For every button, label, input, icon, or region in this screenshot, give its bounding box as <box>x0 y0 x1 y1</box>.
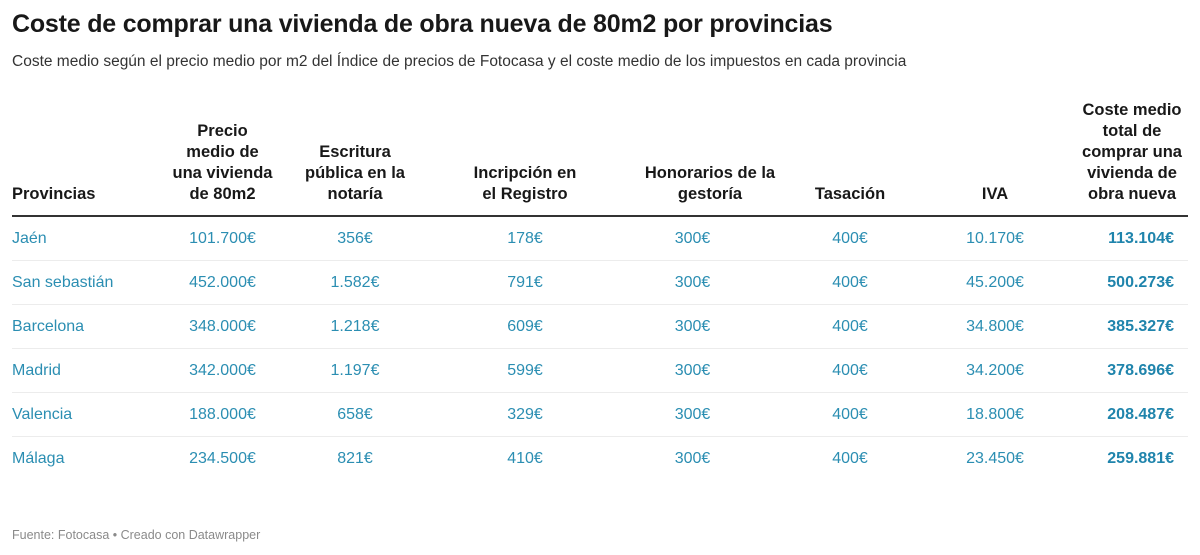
value-cell: 342.000€ <box>150 348 295 393</box>
total-cell: 378.696€ <box>1040 348 1188 393</box>
value-cell: 400€ <box>750 392 950 437</box>
value-cell: 101.700€ <box>150 216 295 261</box>
column-header-label: Tasación <box>814 185 886 203</box>
value-cell: 23.450€ <box>966 449 1024 467</box>
table-row: San sebastián 452.000€ 1.582€ 791€ 300€ 400€ 4… <box>12 260 1188 305</box>
value-cell: 410€ <box>507 449 543 467</box>
value-cell: 10.170€ <box>950 216 1040 261</box>
column-header-label: Incripción en el Registro <box>473 164 577 203</box>
value-cell: 178€ <box>415 216 635 261</box>
province-cell: San sebastián <box>12 260 150 305</box>
header-row: Provincias Precio medio de una vivienda d… <box>12 100 1188 217</box>
column-header-label: Provincias <box>12 185 96 203</box>
value-cell: 300€ <box>674 449 711 467</box>
column-header[interactable]: Coste medio total de comprar una viviend… <box>1040 100 1188 217</box>
source-footer: Fuente: Fotocasa • Creado con Datawrappe… <box>12 528 261 542</box>
value-cell: 45.200€ <box>950 260 1040 305</box>
value-cell: 452.000€ <box>150 260 295 305</box>
value-cell: 300€ <box>635 216 750 261</box>
value-cell: 300€ <box>635 260 750 305</box>
column-header-label: Honorarios de la gestoría <box>644 164 776 203</box>
value-cell: 300€ <box>635 392 750 437</box>
value-cell: 1.582€ <box>295 260 415 305</box>
province-cell: Valencia <box>12 392 150 437</box>
province-cell: Madrid <box>12 348 150 393</box>
value-cell: 188.000€ <box>150 392 295 437</box>
total-cell: 500.273€ <box>1040 260 1188 305</box>
table-row: Málaga 234.500€ 821€ 410€ 300€ 400€ 23.450€ 259… <box>12 437 1188 481</box>
column-header[interactable]: IVA <box>950 100 1040 217</box>
value-cell: 234.500€ <box>189 449 256 467</box>
value-cell: 400€ <box>750 216 950 261</box>
table-row: Valencia 188.000€ 658€ 329€ 300€ 400€ 18.800€ 2… <box>12 392 1188 437</box>
total-cell: 113.104€ <box>1040 216 1188 261</box>
value-cell: 300€ <box>635 348 750 393</box>
value-cell: 609€ <box>415 304 635 349</box>
column-header-label: Coste medio total de comprar una viviend… <box>1082 101 1182 203</box>
value-cell: 329€ <box>415 392 635 437</box>
value-cell: 348.000€ <box>150 304 295 349</box>
value-cell: 34.200€ <box>950 348 1040 393</box>
value-cell: 821€ <box>337 449 373 467</box>
chart-subtitle: Coste medio según el precio medio por m2… <box>12 53 907 70</box>
value-cell: 300€ <box>635 304 750 349</box>
table-row: Barcelona 348.000€ 1.218€ 609€ 300€ 400€ 34.80… <box>12 304 1188 349</box>
column-header-label: Escritura pública en la notaría <box>305 143 405 203</box>
value-cell: 658€ <box>295 392 415 437</box>
value-cell: 400€ <box>750 260 950 305</box>
column-header[interactable]: Precio medio de una vivienda de 80m2 <box>150 100 295 217</box>
column-header-label: IVA <box>981 185 1009 203</box>
total-cell: 259.881€ <box>1107 449 1174 467</box>
table-row: Madrid 342.000€ 1.197€ 599€ 300€ 400€ 34.200€ 3… <box>12 348 1188 393</box>
value-cell: 1.197€ <box>295 348 415 393</box>
table-row: Jaén 101.700€ 356€ 178€ 300€ 400€ 10.170€ 113.1… <box>12 216 1188 261</box>
value-cell: 18.800€ <box>950 392 1040 437</box>
column-header[interactable]: Honorarios de la gestoría <box>635 100 775 217</box>
value-cell: 400€ <box>832 449 868 467</box>
province-cell: Málaga <box>12 449 65 467</box>
column-header[interactable]: Escritura pública en la notaría <box>295 100 415 217</box>
value-cell: 599€ <box>415 348 635 393</box>
chart-title: Coste de comprar una vivienda de obra nu… <box>12 10 833 38</box>
column-header[interactable]: Provincias <box>12 100 150 217</box>
data-table: Provincias Precio medio de una vivienda d… <box>12 100 1188 480</box>
value-cell: 1.218€ <box>295 304 415 349</box>
province-cell: Jaén <box>12 216 150 261</box>
value-cell: 400€ <box>750 348 950 393</box>
column-header[interactable]: Tasación <box>750 100 950 217</box>
column-header[interactable]: Incripción en el Registro <box>415 100 635 217</box>
value-cell: 356€ <box>295 216 415 261</box>
column-header-label: Precio medio de una vivienda de 80m2 <box>172 122 273 203</box>
value-cell: 34.800€ <box>950 304 1040 349</box>
value-cell: 400€ <box>750 304 950 349</box>
total-cell: 208.487€ <box>1040 392 1188 437</box>
value-cell: 791€ <box>415 260 635 305</box>
province-cell: Barcelona <box>12 304 150 349</box>
total-cell: 385.327€ <box>1040 304 1188 349</box>
